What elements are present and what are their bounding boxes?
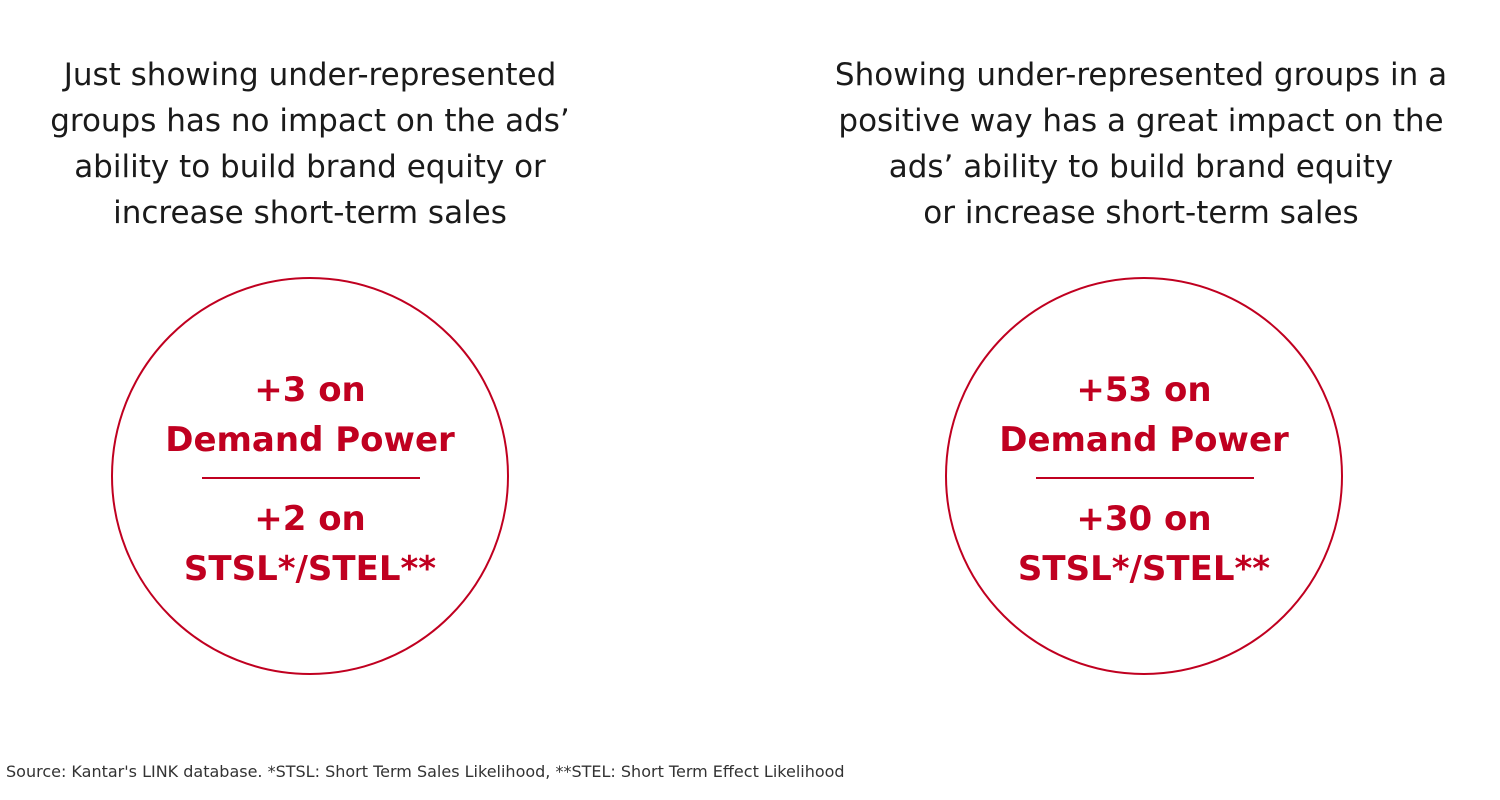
source-footnote: Source: Kantar's LINK database. *STSL: S… [6, 762, 845, 781]
divider [1036, 477, 1254, 479]
divider [202, 477, 420, 479]
heading-line: Just showing under-represented [63, 57, 557, 93]
short-term-stat: +30 on STSL*/STEL** [947, 494, 1341, 594]
stat-label: STSL*/STEL** [183, 549, 437, 589]
short-term-stat: +2 on STSL*/STEL** [113, 494, 507, 594]
heading-line: or increase short-term sales [923, 195, 1359, 231]
demand-power-stat: +53 on Demand Power [947, 365, 1341, 465]
heading-line: Showing under-represented groups in a [834, 57, 1448, 93]
right-heading: Showing under-represented groups in a po… [741, 52, 1500, 236]
left-heading: Just showing under-represented groups ha… [0, 52, 710, 236]
right-stat-circle: +53 on Demand Power +30 on STSL*/STEL** [945, 277, 1343, 675]
demand-power-stat: +3 on Demand Power [113, 365, 507, 465]
stat-value: +2 on [254, 499, 366, 539]
left-stat-circle: +3 on Demand Power +2 on STSL*/STEL** [111, 277, 509, 675]
stat-value: +3 on [254, 370, 366, 410]
stat-value: +30 on [1076, 499, 1212, 539]
heading-line: positive way has a great impact on the [838, 103, 1444, 139]
stat-label: Demand Power [999, 420, 1289, 460]
stat-value: +53 on [1076, 370, 1212, 410]
heading-line: increase short-term sales [113, 195, 507, 231]
heading-line: ability to build brand equity or [74, 149, 546, 185]
stat-label: Demand Power [165, 420, 455, 460]
stat-label: STSL*/STEL** [1017, 549, 1271, 589]
heading-line: ads’ ability to build brand equity [888, 149, 1394, 185]
heading-line: groups has no impact on the ads’ [50, 103, 570, 139]
